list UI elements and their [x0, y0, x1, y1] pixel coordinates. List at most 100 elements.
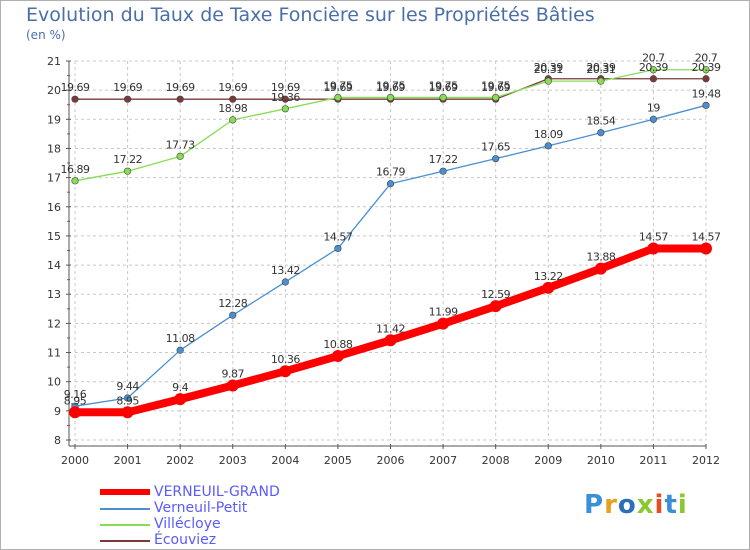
y-tick-label: 13	[47, 288, 61, 301]
data-label: 19.69	[429, 81, 458, 94]
data-label: 19.36	[271, 91, 300, 104]
y-tick-label: 16	[47, 201, 61, 214]
x-tick-label: 2009	[534, 454, 562, 467]
data-label: 13.42	[271, 264, 300, 277]
data-label: 14.57	[692, 230, 721, 243]
data-point	[647, 242, 660, 255]
data-label: 19.75	[481, 79, 510, 92]
data-label: 17.73	[166, 138, 195, 151]
data-label: 13.22	[534, 270, 563, 283]
data-point	[649, 115, 658, 123]
data-point	[176, 152, 184, 160]
legend-swatch	[100, 524, 150, 526]
logo-letter: P	[584, 490, 605, 520]
y-tick-label: 12	[47, 317, 61, 330]
data-label: 11.99	[429, 306, 458, 319]
data-label: 14.57	[323, 230, 352, 243]
data-label: 20.7	[695, 52, 718, 65]
y-axis-unit-label: (en %)	[26, 28, 66, 42]
y-tick-label: 17	[47, 172, 61, 185]
x-tick-label: 2011	[639, 454, 667, 467]
data-label: 19.75	[376, 79, 405, 92]
data-point	[597, 77, 605, 85]
data-label: 19.69	[218, 81, 247, 94]
x-tick-label: 2003	[219, 454, 247, 467]
data-label: 20.7	[642, 52, 665, 65]
data-point	[176, 95, 184, 103]
legend-swatch	[100, 489, 150, 495]
data-point	[597, 129, 605, 137]
x-tick-label: 2002	[166, 454, 194, 467]
y-tick-label: 20	[47, 84, 61, 97]
data-label: 10.36	[271, 353, 300, 366]
data-label: 12.28	[218, 297, 247, 310]
logo-letter: r	[604, 490, 618, 520]
data-label: 9.44	[116, 380, 139, 393]
data-label: 19.75	[429, 79, 458, 92]
data-point	[544, 77, 552, 85]
data-label: 16.89	[61, 163, 90, 176]
data-label: 20.31	[534, 63, 563, 76]
x-tick-label: 2000	[61, 454, 89, 467]
data-point	[229, 116, 237, 124]
y-tick-label: 10	[47, 376, 61, 389]
data-point	[702, 75, 710, 83]
data-point	[386, 180, 395, 188]
data-label: 20.39	[534, 61, 563, 74]
x-tick-label: 2012	[692, 454, 720, 467]
data-label: 19.48	[692, 87, 721, 100]
data-point	[542, 281, 555, 294]
x-tick-label: 2005	[324, 454, 352, 467]
data-point	[489, 300, 502, 313]
data-point	[331, 350, 344, 363]
data-point	[229, 95, 237, 103]
data-point	[386, 93, 395, 102]
x-tick-label: 2007	[429, 454, 457, 467]
y-tick-label: 18	[47, 142, 61, 155]
x-tick-label: 2004	[271, 454, 299, 467]
x-tick-label: 2006	[377, 454, 405, 467]
data-label: 17.65	[481, 141, 510, 154]
y-tick-label: 9	[54, 405, 61, 418]
data-label: 11.08	[166, 332, 195, 345]
legend-label: Écouviez	[154, 532, 217, 548]
data-label: 19.69	[113, 81, 142, 94]
y-tick-label: 15	[47, 230, 61, 243]
data-point	[439, 93, 447, 102]
data-point	[700, 242, 712, 255]
data-label: 18.98	[218, 102, 247, 115]
data-label: 8.95	[116, 394, 139, 407]
data-point	[176, 346, 184, 354]
data-label: 13.88	[586, 251, 615, 264]
legend-label: VERNEUIL-GRAND	[154, 484, 280, 500]
x-tick-label: 2008	[482, 454, 510, 467]
y-tick-label: 21	[47, 55, 61, 68]
logo-letter: i	[677, 490, 688, 520]
y-tick-label: 11	[47, 347, 61, 360]
data-label: 12.59	[481, 288, 510, 301]
data-label: 19.69	[61, 81, 90, 94]
data-point	[334, 93, 342, 102]
legend-label: Verneuil-Petit	[154, 500, 248, 516]
data-label: 16.79	[376, 166, 405, 179]
data-label: 10.88	[323, 338, 352, 351]
legend-swatch	[100, 508, 150, 510]
data-point	[71, 177, 79, 185]
data-point	[123, 167, 132, 175]
data-label: 19.69	[323, 81, 352, 94]
data-label: 9.4	[172, 381, 188, 394]
data-label: 17.22	[113, 153, 142, 166]
data-point	[334, 244, 342, 253]
data-point	[226, 379, 239, 392]
data-point	[281, 278, 289, 286]
data-label: 19	[647, 101, 660, 114]
data-label: 19.69	[481, 81, 510, 94]
data-point	[123, 95, 132, 103]
logo-letter: o	[617, 490, 637, 520]
data-point	[492, 155, 500, 163]
data-label: 9.87	[222, 367, 245, 380]
data-point	[649, 75, 658, 83]
proxiti-logo: Proxiti	[584, 490, 688, 520]
data-labels: 19.69 19.69 19.69 19.69 19.69 19.69 19.69 19.69…	[61, 52, 722, 408]
